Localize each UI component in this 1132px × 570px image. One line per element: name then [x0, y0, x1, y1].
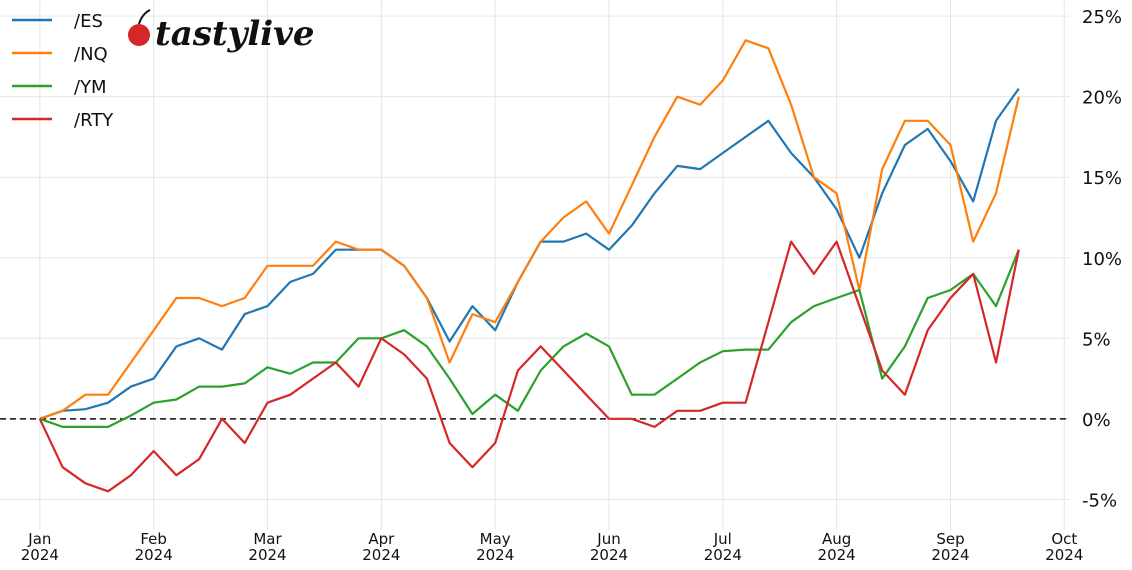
y-tick-label: 0%: [1082, 410, 1111, 431]
legend-label: /YM: [74, 77, 107, 98]
series-line: [39, 39, 1020, 420]
legend-label: /ES: [74, 11, 103, 32]
y-tick-label: 25%: [1082, 7, 1122, 28]
x-tick-label: Jun 2024: [590, 530, 628, 564]
x-tick-label: Oct 2024: [1045, 530, 1083, 564]
y-tick-label: 20%: [1082, 88, 1122, 109]
y-tick-label: 10%: [1082, 249, 1122, 270]
x-tick-label: Mar 2024: [248, 530, 286, 564]
y-tick-label: 5%: [1082, 329, 1111, 350]
cherry: [128, 24, 150, 46]
x-tick-label: Sep 2024: [931, 530, 969, 564]
x-tick-label: Feb 2024: [135, 530, 173, 564]
x-tick-label: Apr 2024: [362, 530, 400, 564]
cherry-stem: [138, 9, 151, 25]
series-line: [38, 240, 1020, 493]
logo-icon: [128, 9, 151, 46]
x-tick-label: Aug 2024: [818, 530, 856, 564]
logo: tastylive: [155, 14, 315, 54]
y-tick-label: 15%: [1082, 168, 1122, 189]
legend-label: /NQ: [74, 44, 108, 65]
series-line: [39, 87, 1020, 420]
series-line: [39, 249, 1020, 428]
x-tick-label: Jan 2024: [21, 530, 59, 564]
x-tick-label: May 2024: [476, 530, 514, 564]
x-tick-label: Jul 2024: [704, 530, 742, 564]
legend-label: /RTY: [74, 110, 114, 131]
y-tick-label: -5%: [1082, 490, 1117, 511]
